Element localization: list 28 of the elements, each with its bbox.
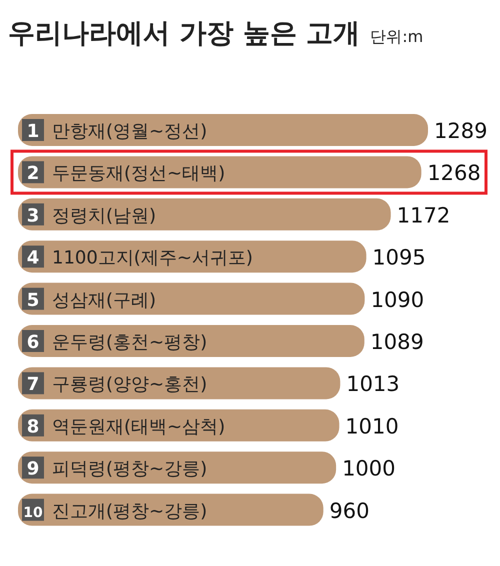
- bar: [18, 325, 364, 357]
- y-tick-label: 5 성삼재(구례): [26, 290, 156, 311]
- data-label: 1089: [370, 330, 424, 354]
- data-label: 1000: [342, 456, 396, 481]
- y-tick-label: 2 두문동재(정선~태백): [26, 163, 226, 184]
- y-tick-label: 3 정령치(남원): [26, 205, 156, 226]
- data-label: 960: [329, 498, 370, 523]
- bar: [18, 282, 365, 315]
- data-label: 1013: [346, 372, 400, 396]
- bar: [18, 240, 366, 273]
- data-label: 1289: [434, 119, 488, 143]
- bar: [18, 114, 428, 146]
- data-label: 1090: [370, 288, 424, 312]
- y-tick-label: 8 역둔원재(태백~삼척): [26, 416, 226, 438]
- y-tick-label: 4 1100고지(제주~서귀포): [26, 248, 253, 269]
- y-tick-label: 7 구룡령(양양~홍천): [26, 374, 208, 396]
- y-tick-label: 1 만항재(영월~정선): [26, 121, 208, 142]
- chart-subtitle: 단위:m: [370, 27, 424, 46]
- data-label: 1268: [427, 161, 481, 186]
- data-label: 1095: [372, 246, 426, 270]
- data-label: 1172: [396, 203, 450, 228]
- bar: [18, 156, 422, 188]
- y-tick-label: 6 운두령(홍천~평창): [26, 332, 208, 353]
- bar: [18, 198, 391, 230]
- chart-title: 우리나라에서 가장 높은 고개: [8, 18, 360, 49]
- y-tick-label: 9 피덕령(평창~강릉): [26, 458, 208, 480]
- y-tick-label: 10 진고개(평창~강릉): [23, 500, 208, 522]
- data-label: 1010: [345, 414, 399, 438]
